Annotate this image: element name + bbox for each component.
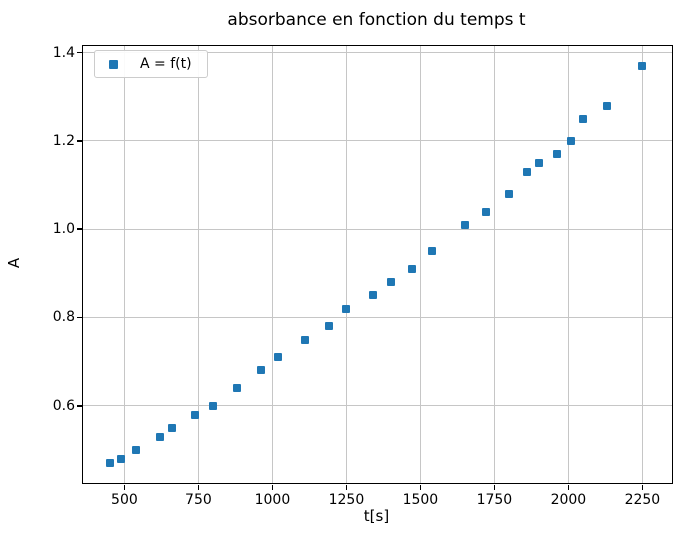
data-point-marker — [274, 353, 283, 362]
y-tick-label: 0.6 — [52, 397, 75, 414]
x-tick-label: 1000 — [254, 492, 291, 508]
data-point-marker — [428, 247, 437, 256]
x-tick-mark — [123, 484, 126, 490]
x-tick-mark — [345, 484, 348, 490]
x-tick-label: 1500 — [402, 492, 439, 508]
y-gridline — [83, 52, 672, 54]
x-tick-mark — [419, 484, 422, 490]
data-point-marker — [638, 61, 647, 70]
legend-label: A = f(t) — [140, 56, 192, 72]
data-point-marker — [324, 322, 333, 331]
x-tick-label: 1750 — [476, 492, 513, 508]
data-point-marker — [481, 207, 490, 216]
data-point-marker — [552, 150, 561, 159]
x-tick-label: 500 — [111, 492, 138, 508]
data-point-marker — [155, 432, 164, 441]
x-tick-mark — [567, 484, 570, 490]
x-gridline — [271, 46, 273, 483]
legend: A = f(t) — [94, 50, 208, 78]
x-gridline — [567, 46, 569, 483]
data-point-marker — [386, 278, 395, 287]
data-point-marker — [460, 220, 469, 229]
x-tick-label: 1250 — [328, 492, 365, 508]
y-gridline — [83, 316, 672, 318]
data-point-marker — [369, 291, 378, 300]
y-tick-label: 1.0 — [52, 221, 75, 238]
x-gridline — [197, 46, 199, 483]
y-tick-mark — [76, 405, 82, 407]
data-point-marker — [579, 114, 588, 123]
y-tick-label: 1.4 — [52, 44, 75, 61]
x-tick-mark — [271, 484, 274, 490]
x-gridline — [419, 46, 421, 483]
x-gridline — [123, 46, 125, 483]
x-tick-label: 750 — [185, 492, 212, 508]
x-gridline — [493, 46, 495, 483]
y-tick-mark — [76, 316, 82, 319]
data-point-marker — [534, 158, 543, 167]
data-point-marker — [105, 459, 114, 468]
data-point-marker — [117, 454, 126, 463]
y-gridline — [83, 140, 672, 142]
data-point-marker — [256, 366, 265, 375]
data-point-marker — [567, 136, 576, 145]
chart-title: absorbance en fonction du temps t — [227, 10, 526, 30]
data-point-marker — [232, 384, 241, 393]
y-tick-mark — [76, 228, 82, 230]
data-point-marker — [342, 304, 351, 313]
data-point-marker — [522, 167, 531, 176]
data-point-marker — [602, 101, 611, 110]
plot-area: A = f(t) 500 750 1000 1250 1500 1750 2000 2250 0… — [53, 45, 673, 508]
y-tick-label: 0.8 — [52, 309, 75, 326]
x-tick-label: 2250 — [624, 492, 661, 508]
data-point-marker — [505, 189, 514, 198]
y-axis-label: A — [5, 257, 23, 269]
x-tick-mark — [641, 484, 644, 490]
x-axis-label: t[s] — [363, 507, 390, 525]
x-tick-label: 2000 — [550, 492, 587, 508]
x-tick-mark — [493, 484, 496, 490]
data-point-marker — [191, 410, 200, 419]
data-point-marker — [167, 423, 176, 432]
y-tick-mark — [76, 140, 82, 142]
x-gridline — [345, 46, 347, 483]
y-tick-mark — [76, 51, 82, 54]
x-gridline — [641, 46, 643, 483]
y-tick-label: 1.2 — [52, 132, 75, 149]
x-tick-mark — [197, 484, 200, 490]
legend-marker-icon — [109, 59, 118, 69]
y-gridline — [83, 405, 672, 407]
data-point-marker — [300, 335, 309, 344]
data-point-marker — [132, 445, 141, 454]
data-point-marker — [209, 401, 218, 410]
data-point-marker — [407, 264, 416, 273]
y-gridline — [83, 228, 672, 230]
